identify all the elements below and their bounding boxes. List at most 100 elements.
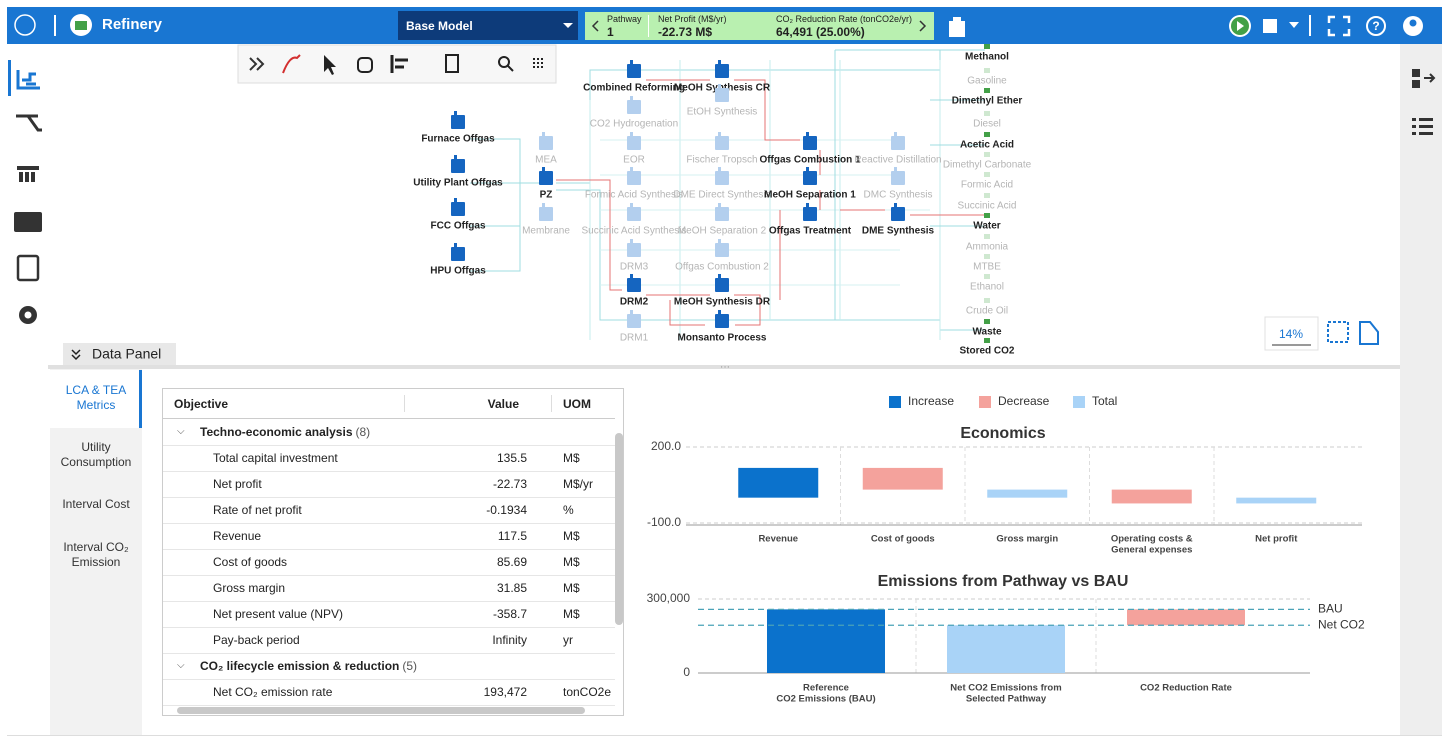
node-label: Fischer Tropsch xyxy=(686,155,757,166)
help-button[interactable]: ? xyxy=(1372,19,1379,33)
table-row: Total capital investment 135.5 M$ xyxy=(163,445,615,472)
panel-tab[interactable]: Utility Consumption xyxy=(50,440,142,470)
select-button[interactable] xyxy=(324,55,336,75)
zoom-fit-button[interactable] xyxy=(1327,321,1349,343)
icon[interactable] xyxy=(1412,80,1420,88)
icon[interactable] xyxy=(1419,125,1433,128)
search-button[interactable] xyxy=(498,56,510,68)
node-label: EOR xyxy=(623,155,645,166)
prev-pathway[interactable] xyxy=(591,20,599,32)
icon-toolbox[interactable] xyxy=(14,212,42,232)
node-label: MTBE xyxy=(973,262,1001,273)
tab-label: Consumption xyxy=(60,455,132,469)
icon[interactable] xyxy=(1412,125,1416,128)
panel-tab[interactable]: Interval CO₂ Emission xyxy=(50,540,142,570)
header-icons: ? xyxy=(14,14,1423,37)
node-icon xyxy=(891,207,905,221)
model-dropdown[interactable]: Base Model xyxy=(398,11,578,40)
fullscreen-button[interactable] xyxy=(1327,15,1351,37)
pathway-summary[interactable]: Pathway 1 Net Profit (M$/yr) -22.73 M$ C… xyxy=(585,12,934,40)
expand-button[interactable] xyxy=(249,57,265,71)
panel-tab[interactable]: Interval Cost xyxy=(50,497,142,512)
group-row[interactable]: ⌵ CO₂ lifecycle emission & reduction (5) xyxy=(163,653,615,680)
icon-table[interactable] xyxy=(25,172,29,182)
legend-label: Increase xyxy=(908,394,954,408)
node-icon xyxy=(539,207,553,221)
align-button[interactable] xyxy=(390,55,408,73)
node-icon xyxy=(715,278,729,292)
separator xyxy=(648,15,649,37)
right-tools[interactable] xyxy=(1412,69,1436,135)
app-name: Refinery xyxy=(102,16,163,33)
group-row[interactable]: ⌵ Techno-economic analysis (8) xyxy=(163,419,615,446)
table-row: Revenue 117.5 M$ xyxy=(163,523,615,550)
node-icon xyxy=(627,136,641,150)
y-tick-label: 200.0 xyxy=(651,439,681,453)
value: 193,472 xyxy=(483,685,527,699)
help-button[interactable] xyxy=(1366,16,1386,36)
icon[interactable] xyxy=(1419,132,1433,135)
icon-table[interactable] xyxy=(19,172,23,182)
x-tick-label: Cost of goods xyxy=(871,534,935,545)
node-icon xyxy=(630,274,633,279)
collapse-icon[interactable] xyxy=(71,349,81,361)
dropdown-arrow[interactable] xyxy=(563,22,573,30)
scenario-button[interactable] xyxy=(1263,19,1277,33)
data-panel-tab[interactable] xyxy=(63,343,176,365)
logo[interactable] xyxy=(14,14,36,36)
pan-button[interactable] xyxy=(357,57,373,73)
zoom-level[interactable]: 14% xyxy=(1279,327,1303,341)
icon-table[interactable] xyxy=(17,166,39,170)
table-row: Gross margin 31.85 M$ xyxy=(163,575,615,602)
icon[interactable] xyxy=(1412,69,1420,77)
h-scrollbar[interactable] xyxy=(177,707,585,714)
left-sidebar[interactable] xyxy=(8,60,42,324)
resize-handle[interactable]: ··· xyxy=(720,362,730,373)
node-icon xyxy=(894,167,897,172)
icon-report[interactable] xyxy=(16,254,40,282)
bookmark-button[interactable] xyxy=(445,54,459,73)
divider xyxy=(48,365,1400,369)
node-label: HPU Offgas xyxy=(430,266,486,277)
icon[interactable] xyxy=(1424,73,1436,83)
value: 85.69 xyxy=(496,555,527,569)
v-scrollbar[interactable] xyxy=(615,433,623,625)
icon[interactable] xyxy=(1419,118,1433,121)
search-button[interactable] xyxy=(507,65,514,72)
node-icon xyxy=(718,310,721,315)
chart-title: Economics xyxy=(960,425,1045,442)
node-label: Methanol xyxy=(965,52,1009,63)
objective: Cost of goods xyxy=(213,555,288,569)
objective: Revenue xyxy=(213,529,262,543)
group-name: CO₂ lifecycle emission & reduction (5) xyxy=(200,653,417,679)
next-pathway[interactable] xyxy=(919,20,927,32)
panel-tab[interactable]: LCA & TEA Metrics xyxy=(50,383,142,413)
node-label: Stored CO2 xyxy=(959,346,1014,357)
header: ? Refinery Base Model Pathway 1 Net Prof… xyxy=(7,7,1442,44)
icon-flowsheet[interactable] xyxy=(16,70,40,90)
uom: M$ xyxy=(563,451,580,465)
x-tick-label: Net CO2 Emissions from xyxy=(950,683,1061,694)
toolbar[interactable] xyxy=(237,44,557,84)
icon[interactable] xyxy=(1412,118,1416,121)
export-button[interactable] xyxy=(1359,321,1379,345)
node-icon xyxy=(806,132,809,137)
icon[interactable] xyxy=(1412,132,1416,135)
objective: Net present value (NPV) xyxy=(213,607,344,621)
model-name[interactable]: Base Model xyxy=(406,19,473,33)
node-icon xyxy=(542,132,545,137)
data-panel-title[interactable]: Data Panel xyxy=(92,346,161,362)
node-icon xyxy=(627,171,641,185)
connect-button[interactable] xyxy=(282,54,301,74)
run-button[interactable] xyxy=(1237,21,1244,31)
grid-button[interactable] xyxy=(533,58,543,68)
product-port xyxy=(984,172,990,177)
icon-table[interactable] xyxy=(31,172,35,182)
icon-branch[interactable] xyxy=(16,114,42,132)
toolbox-button[interactable] xyxy=(949,17,965,37)
node-icon xyxy=(718,132,721,137)
scenario-dropdown[interactable] xyxy=(1289,22,1299,28)
account-button xyxy=(1409,19,1417,27)
